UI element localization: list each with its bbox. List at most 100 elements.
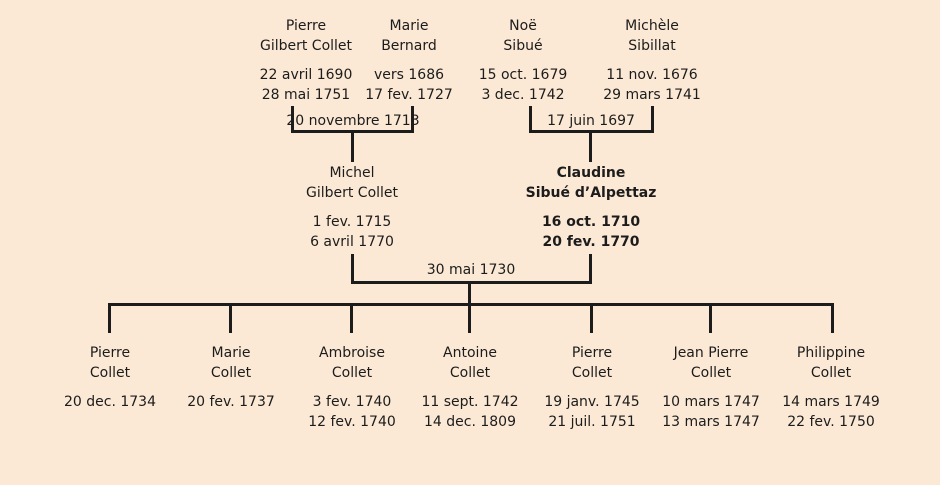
person-dates: 1 fev. 1715 6 avril 1770 bbox=[257, 212, 447, 252]
name-line: Gilbert Collet bbox=[305, 185, 399, 201]
person-michel-gilbert-collet: Michel Gilbert Collet 1 fev. 1715 6 avri… bbox=[257, 163, 447, 252]
death-date: 3 dec. 1742 bbox=[481, 87, 565, 103]
name-line: Sibué d’Alpettaz bbox=[525, 185, 657, 201]
name-line: Noë bbox=[509, 18, 537, 34]
birth-date: 1 fev. 1715 bbox=[312, 214, 392, 230]
birth-date: 3 fev. 1740 bbox=[312, 394, 392, 410]
person-child-philippine-collet: Philippine Collet 14 mars 1749 22 fev. 1… bbox=[766, 343, 896, 432]
marriage-date-maternal: 17 juin 1697 bbox=[547, 113, 635, 129]
connector-line bbox=[291, 106, 294, 133]
person-name: Pierre Collet bbox=[527, 343, 657, 383]
person-name: Jean Pierre Collet bbox=[646, 343, 776, 383]
connector-line bbox=[589, 254, 592, 284]
birth-date: 20 fev. 1737 bbox=[187, 394, 275, 410]
death-date: 22 fev. 1750 bbox=[787, 414, 875, 430]
name-line: Michèle bbox=[625, 18, 679, 34]
person-dates: 3 fev. 1740 12 fev. 1740 bbox=[287, 392, 417, 432]
person-child-marie-collet: Marie Collet 20 fev. 1737 bbox=[166, 343, 296, 412]
person-dates: 19 janv. 1745 21 juil. 1751 bbox=[527, 392, 657, 432]
death-date: 21 juil. 1751 bbox=[548, 414, 636, 430]
death-date: 28 mai 1751 bbox=[261, 87, 351, 103]
name-line: Philippine bbox=[796, 345, 866, 361]
death-date: 12 fev. 1740 bbox=[308, 414, 396, 430]
person-name: Ambroise Collet bbox=[287, 343, 417, 383]
person-dates: 15 oct. 1679 3 dec. 1742 bbox=[448, 65, 598, 105]
person-child-antoine-collet: Antoine Collet 11 sept. 1742 14 dec. 180… bbox=[405, 343, 535, 432]
birth-date: 11 nov. 1676 bbox=[606, 67, 698, 83]
person-dates: 20 dec. 1734 bbox=[45, 392, 175, 412]
connector-line bbox=[529, 106, 532, 133]
name-line: Collet bbox=[449, 365, 491, 381]
birth-date: vers 1686 bbox=[373, 67, 445, 83]
connector-line bbox=[590, 303, 593, 333]
birth-date: 22 avril 1690 bbox=[259, 67, 353, 83]
connector-line bbox=[651, 106, 654, 133]
birth-date: 10 mars 1747 bbox=[662, 394, 760, 410]
person-claudine-sibue-dalpettaz: Claudine Sibué d’Alpettaz 16 oct. 1710 2… bbox=[496, 163, 686, 252]
person-dates: 11 nov. 1676 29 mars 1741 bbox=[577, 65, 727, 105]
name-line: Pierre bbox=[571, 345, 613, 361]
person-child-ambroise-collet: Ambroise Collet 3 fev. 1740 12 fev. 1740 bbox=[287, 343, 417, 432]
connector-line bbox=[351, 133, 354, 162]
connector-line bbox=[108, 303, 111, 333]
name-line: Michel bbox=[329, 165, 375, 181]
person-dates: vers 1686 17 fev. 1727 bbox=[334, 65, 484, 105]
birth-date: 11 sept. 1742 bbox=[421, 394, 519, 410]
person-pierre-gilbert-collet: Pierre Gilbert Collet 22 avril 1690 28 m… bbox=[231, 16, 381, 105]
connector-line bbox=[411, 106, 414, 133]
connector-line bbox=[351, 281, 592, 284]
name-line: Claudine bbox=[556, 165, 626, 181]
connector-line bbox=[529, 130, 654, 133]
person-dates: 10 mars 1747 13 mars 1747 bbox=[646, 392, 776, 432]
name-line: Pierre bbox=[89, 345, 131, 361]
person-name: Claudine Sibué d’Alpettaz bbox=[496, 163, 686, 203]
person-dates: 16 oct. 1710 20 fev. 1770 bbox=[496, 212, 686, 252]
name-line: Jean Pierre bbox=[673, 345, 749, 361]
person-michele-sibillat: Michèle Sibillat 11 nov. 1676 29 mars 17… bbox=[577, 16, 727, 105]
person-name: Pierre Collet bbox=[45, 343, 175, 383]
person-name: Philippine Collet bbox=[766, 343, 896, 383]
connector-line bbox=[468, 284, 471, 305]
person-marie-bernard: Marie Bernard vers 1686 17 fev. 1727 bbox=[334, 16, 484, 105]
name-line: Marie bbox=[211, 345, 251, 361]
name-line: Sibillat bbox=[628, 38, 676, 54]
connector-line bbox=[350, 303, 353, 333]
marriage-date-paternal: 20 novembre 1713 bbox=[286, 113, 420, 129]
sibling-rail-line bbox=[108, 303, 834, 306]
name-line: Bernard bbox=[381, 38, 437, 54]
death-date: 29 mars 1741 bbox=[603, 87, 701, 103]
connector-line bbox=[589, 133, 592, 162]
death-date: 20 fev. 1770 bbox=[542, 234, 640, 250]
person-child-pierre-collet-2: Pierre Collet 19 janv. 1745 21 juil. 175… bbox=[527, 343, 657, 432]
marriage-date-parents: 30 mai 1730 bbox=[426, 262, 516, 278]
name-line: Collet bbox=[690, 365, 732, 381]
birth-date: 20 dec. 1734 bbox=[64, 394, 156, 410]
person-name: Noë Sibué bbox=[448, 16, 598, 56]
name-line: Collet bbox=[810, 365, 852, 381]
person-name: Marie Bernard bbox=[334, 16, 484, 56]
connector-line bbox=[468, 303, 471, 333]
death-date: 14 dec. 1809 bbox=[424, 414, 516, 430]
person-dates: 11 sept. 1742 14 dec. 1809 bbox=[405, 392, 535, 432]
person-noe-sibue: Noë Sibué 15 oct. 1679 3 dec. 1742 bbox=[448, 16, 598, 105]
death-date: 6 avril 1770 bbox=[310, 234, 394, 250]
person-child-pierre-collet: Pierre Collet 20 dec. 1734 bbox=[45, 343, 175, 412]
connector-line bbox=[351, 254, 354, 284]
connector-line bbox=[229, 303, 232, 333]
person-name: Marie Collet bbox=[166, 343, 296, 383]
person-dates: 22 avril 1690 28 mai 1751 bbox=[231, 65, 381, 105]
person-dates: 14 mars 1749 22 fev. 1750 bbox=[766, 392, 896, 432]
birth-date: 15 oct. 1679 bbox=[478, 67, 568, 83]
name-line: Collet bbox=[331, 365, 373, 381]
connector-line bbox=[831, 303, 834, 333]
death-date: 17 fev. 1727 bbox=[365, 87, 453, 103]
connector-line bbox=[709, 303, 712, 333]
person-child-jean-pierre-collet: Jean Pierre Collet 10 mars 1747 13 mars … bbox=[646, 343, 776, 432]
person-name: Pierre Gilbert Collet bbox=[231, 16, 381, 56]
person-name: Michel Gilbert Collet bbox=[257, 163, 447, 203]
name-line: Sibué bbox=[503, 38, 543, 54]
name-line: Ambroise bbox=[319, 345, 385, 361]
birth-date: 19 janv. 1745 bbox=[544, 394, 640, 410]
name-line: Marie bbox=[389, 18, 429, 34]
